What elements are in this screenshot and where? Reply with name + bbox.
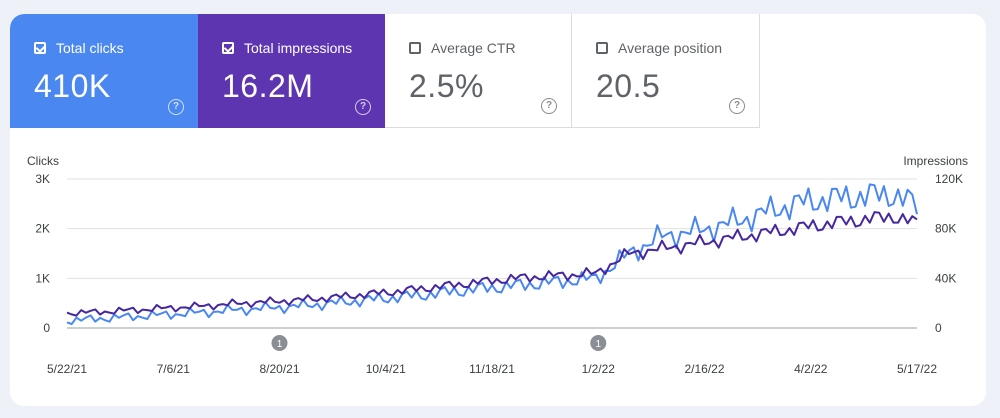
- metric-value: 410K: [34, 68, 111, 104]
- series-line-impressions: [66, 211, 918, 317]
- metric-label: Average CTR: [431, 40, 516, 56]
- right-tick-label: 40K: [935, 271, 956, 285]
- x-tick-label: 1/2/22: [582, 362, 616, 376]
- metric-tab-average-ctr[interactable]: Average CTR 2.5% ?: [385, 14, 572, 128]
- metric-tabs: Total clicks 410K ? Total impressions 16…: [10, 14, 760, 128]
- x-tick-label: 2/16/22: [684, 362, 724, 376]
- metric-tab-average-position[interactable]: Average position 20.5 ?: [572, 14, 760, 128]
- annotation-label: 1: [595, 339, 601, 350]
- help-icon[interactable]: ?: [541, 98, 557, 114]
- metric-value: 20.5: [596, 68, 661, 104]
- metric-label: Total impressions: [244, 40, 353, 56]
- right-tick-label: 80K: [935, 222, 956, 236]
- annotation-marker: [271, 335, 288, 351]
- x-tick-label: 8/20/21: [259, 362, 299, 376]
- annotation-label: 1: [277, 339, 283, 350]
- help-icon[interactable]: ?: [729, 98, 745, 114]
- metric-tab-total-clicks[interactable]: Total clicks 410K ?: [10, 14, 198, 128]
- right-axis-title: Impressions: [903, 154, 968, 168]
- metric-tab-total-impressions[interactable]: Total impressions 16.2M ?: [198, 14, 385, 128]
- right-tick-label: 0: [935, 321, 942, 335]
- metric-label: Total clicks: [56, 40, 124, 56]
- checkbox-unchecked-icon[interactable]: [596, 42, 608, 54]
- checkbox-unchecked-icon[interactable]: [409, 42, 421, 54]
- left-tick-label: 0: [43, 321, 50, 335]
- metric-value: 2.5%: [409, 68, 484, 104]
- checkbox-checked-icon[interactable]: [34, 42, 46, 54]
- series-lines: [66, 183, 918, 326]
- right-axis-ticks: 0 40K 80K 120K: [935, 172, 963, 335]
- left-axis-ticks: 0 1K 2K 3K: [35, 172, 50, 335]
- help-icon[interactable]: ?: [168, 99, 184, 115]
- performance-card: Total clicks 410K ? Total impressions 16…: [10, 14, 986, 406]
- help-icon[interactable]: ?: [355, 99, 371, 115]
- annotation-marker: [590, 335, 607, 351]
- x-tick-label: 5/22/21: [47, 362, 87, 376]
- left-axis-title: Clicks: [27, 154, 59, 168]
- metric-value: 16.2M: [222, 68, 314, 104]
- left-tick-label: 3K: [35, 172, 50, 186]
- performance-chart: Clicks Impressions 0 1K 2K 3K 0 40K 80K 120K 1…: [27, 154, 968, 376]
- checkbox-checked-icon[interactable]: [222, 42, 234, 54]
- left-tick-label: 1K: [35, 271, 50, 285]
- left-tick-label: 2K: [35, 222, 50, 236]
- gridlines: [67, 178, 917, 329]
- x-tick-label: 10/4/21: [366, 362, 406, 376]
- x-tick-label: 4/2/22: [794, 362, 828, 376]
- x-tick-label: 11/18/21: [469, 362, 515, 376]
- x-axis-ticks: 5/22/21 7/6/21 8/20/21 10/4/21 11/18/21 1/2/2…: [47, 362, 937, 376]
- x-tick-label: 5/17/22: [897, 362, 937, 376]
- metric-label: Average position: [618, 40, 723, 56]
- right-tick-label: 120K: [935, 172, 963, 186]
- x-tick-label: 7/6/21: [157, 362, 191, 376]
